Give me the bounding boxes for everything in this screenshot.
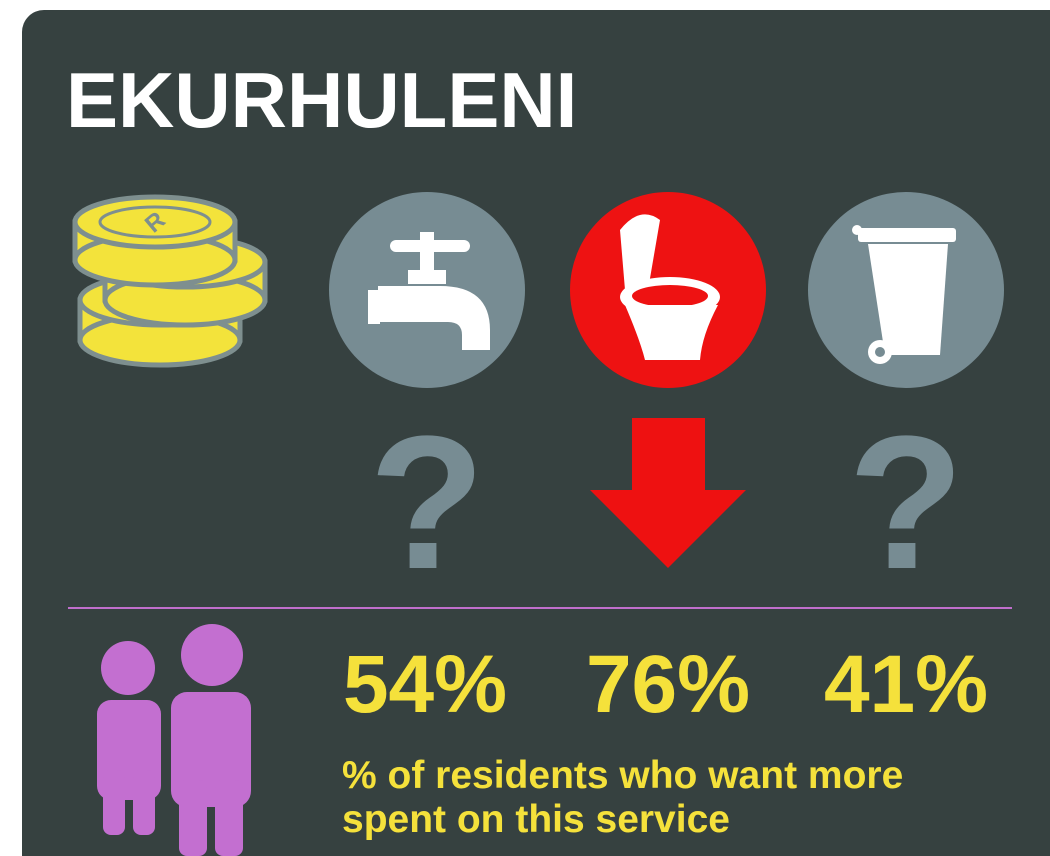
coins-icon [72, 194, 268, 368]
caption-line: % of residents who want more [342, 754, 903, 797]
stat: 41% [824, 639, 988, 730]
down-arrow [590, 418, 746, 568]
bin-icon [852, 225, 956, 364]
panel [22, 10, 1050, 856]
question-mark: ? [848, 397, 964, 609]
people-icon [97, 624, 251, 856]
stat: 54% [343, 639, 507, 730]
caption-line: spent on this service [342, 798, 730, 841]
question-mark: ? [369, 397, 485, 609]
tap-icon [368, 232, 490, 350]
title: EKURHULENI [66, 56, 577, 144]
toilet-icon [620, 214, 720, 360]
stat: 76% [586, 639, 750, 730]
